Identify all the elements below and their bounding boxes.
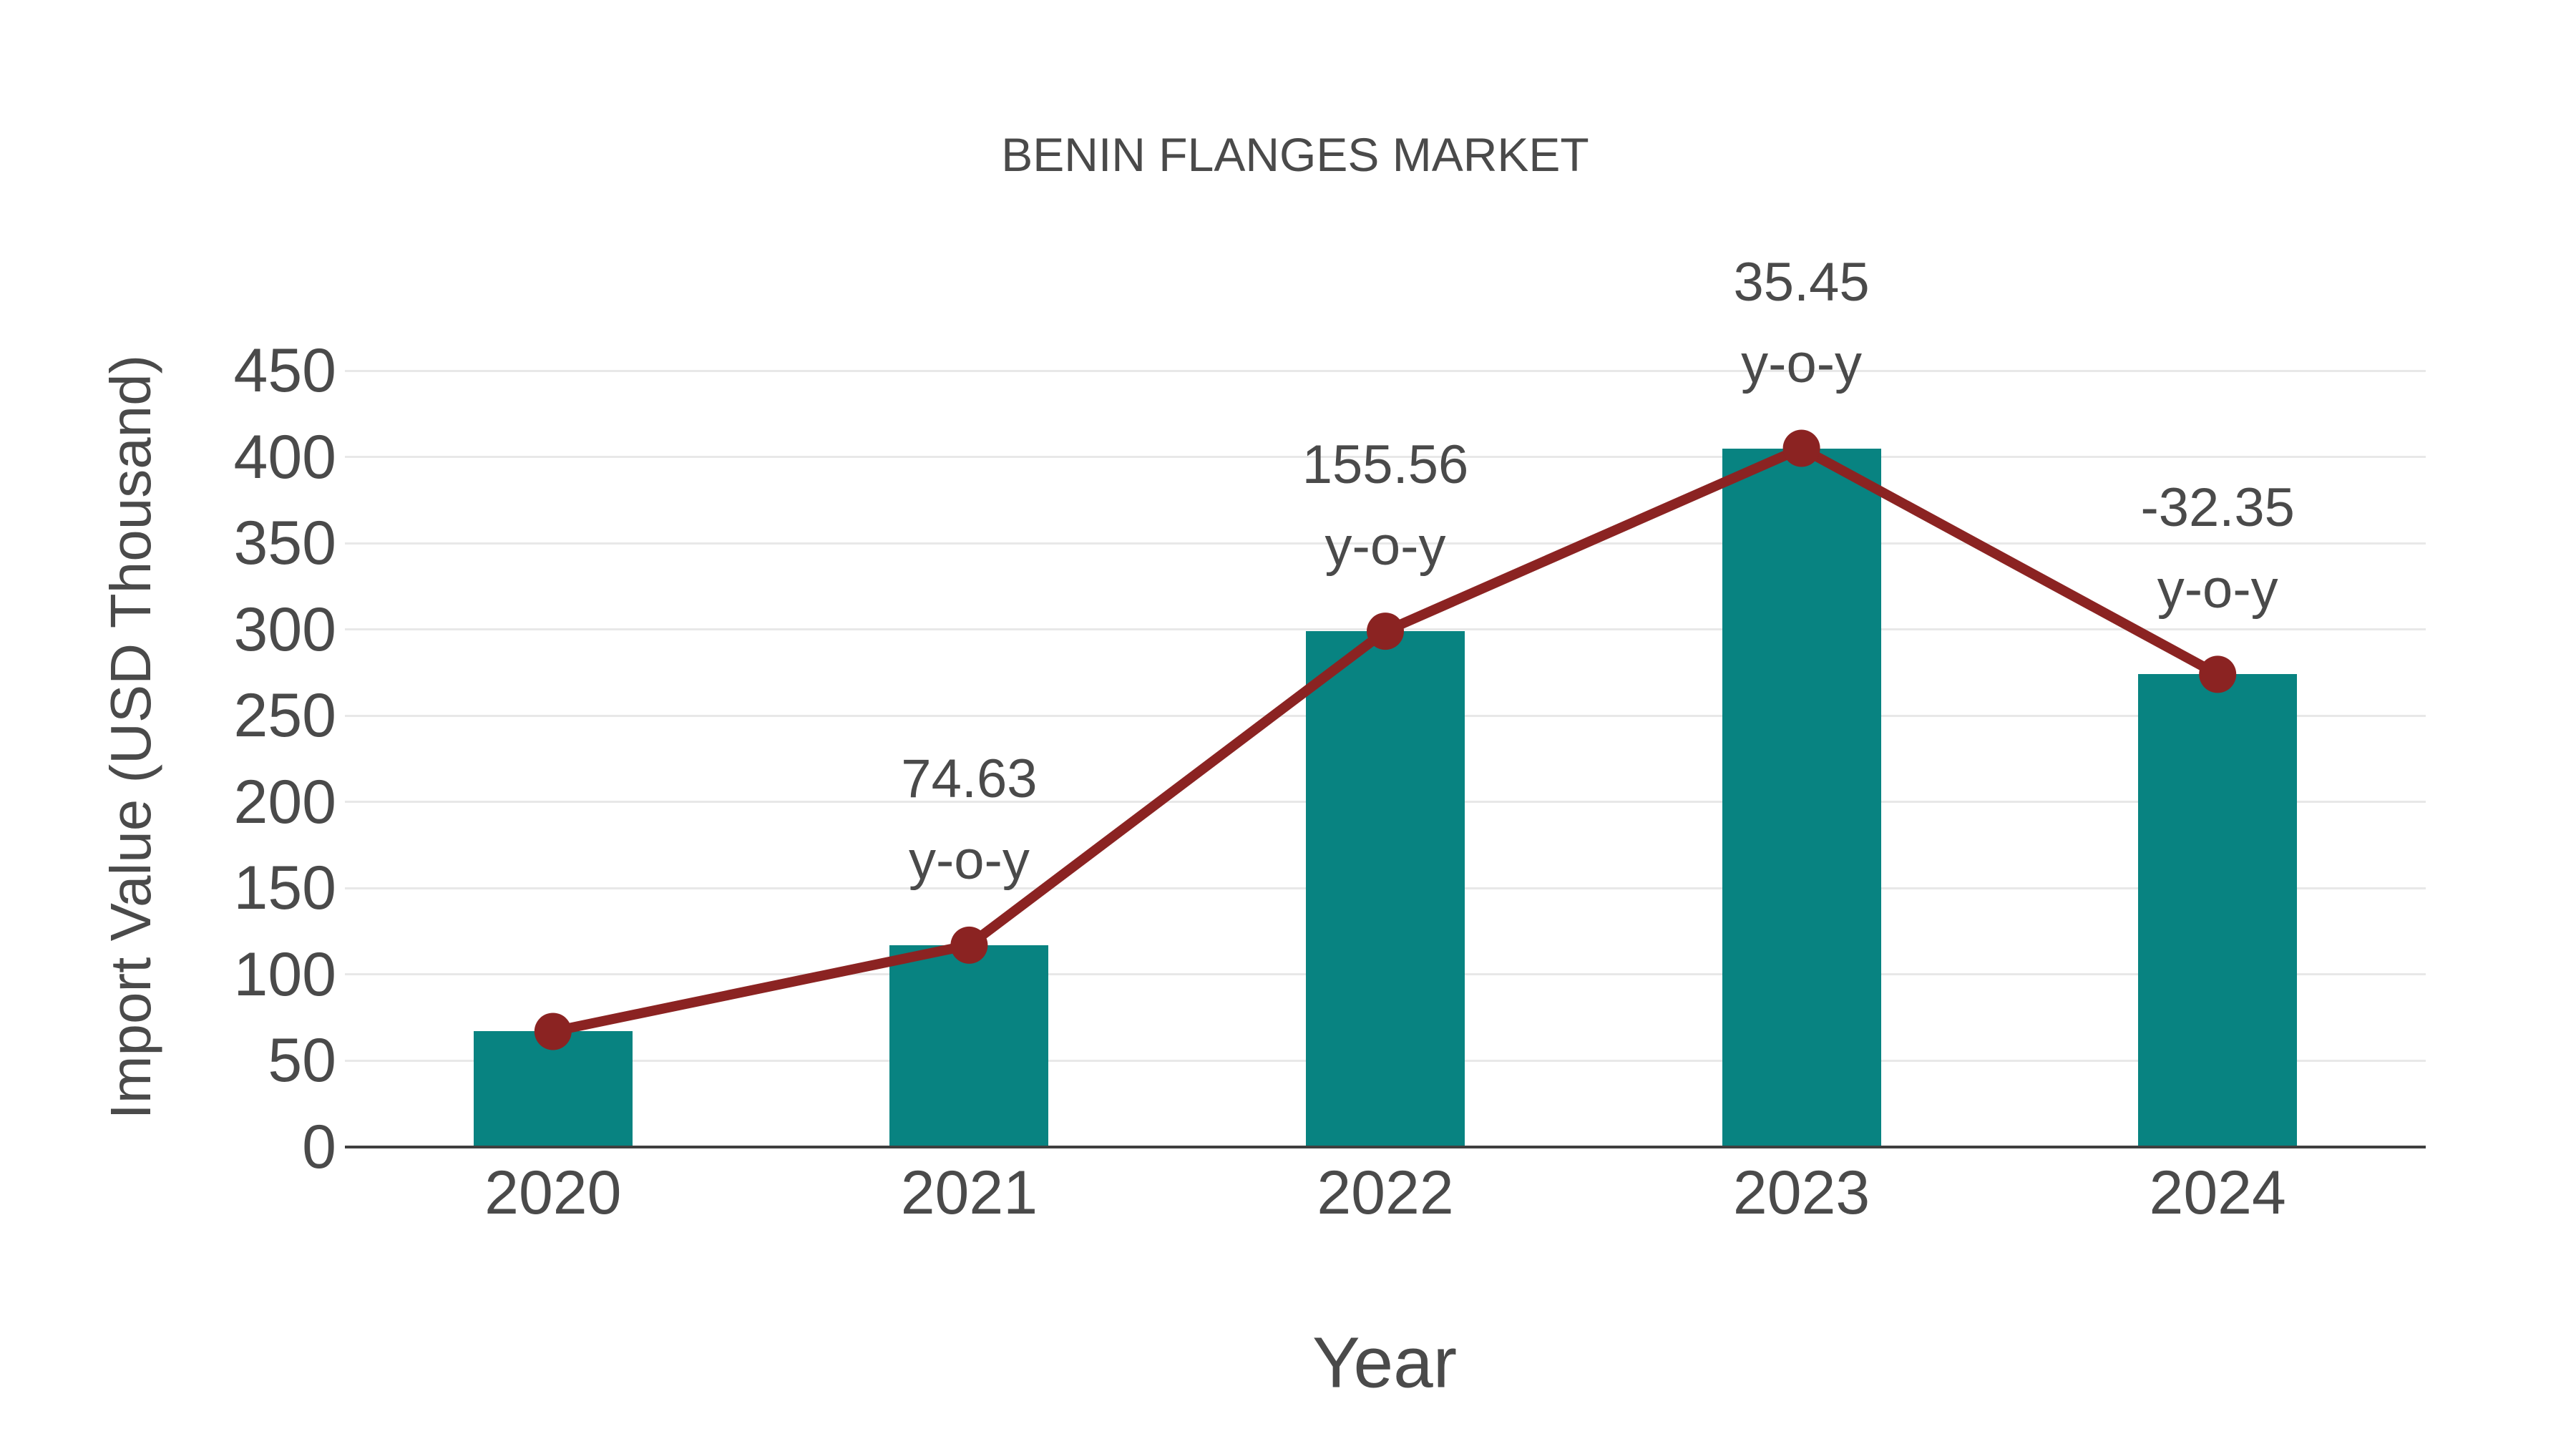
growth-label-value-2023: 35.45 bbox=[1733, 251, 1870, 313]
growth-label-value-2022: 155.56 bbox=[1302, 434, 1469, 496]
y-tick-400: 400 bbox=[233, 422, 337, 492]
growth-label-suffix-2023: y-o-y bbox=[1741, 333, 1863, 394]
x-tick-2021: 2021 bbox=[900, 1158, 1038, 1227]
x-tick-2024: 2024 bbox=[2149, 1158, 2286, 1227]
y-tick-450: 450 bbox=[233, 336, 337, 405]
y-tick-50: 50 bbox=[268, 1026, 336, 1096]
x-tick-2020: 2020 bbox=[484, 1158, 622, 1227]
growth-label-suffix-2024: y-o-y bbox=[2157, 559, 2278, 620]
y-tick-300: 300 bbox=[233, 595, 337, 664]
bar-2020 bbox=[473, 1031, 633, 1147]
growth-label-value-2021: 74.63 bbox=[901, 748, 1038, 809]
y-tick-150: 150 bbox=[233, 854, 337, 923]
bar-2024 bbox=[2138, 674, 2298, 1147]
y-tick-100: 100 bbox=[233, 940, 337, 1009]
bar-2022 bbox=[1306, 631, 1465, 1147]
gridline-450 bbox=[345, 369, 2426, 372]
growth-label-suffix-2022: y-o-y bbox=[1324, 516, 1446, 577]
y-tick-250: 250 bbox=[233, 681, 337, 751]
bar-2023 bbox=[1722, 448, 1881, 1147]
y-tick-350: 350 bbox=[233, 509, 337, 578]
y-tick-0: 0 bbox=[302, 1113, 336, 1181]
chart-title: BENIN FLANGES MARKET bbox=[1001, 128, 1589, 181]
growth-label-value-2024: -32.35 bbox=[2140, 477, 2295, 539]
x-axis-title: Year bbox=[1312, 1322, 1458, 1403]
y-tick-200: 200 bbox=[233, 767, 337, 836]
x-tick-2022: 2022 bbox=[1317, 1158, 1454, 1227]
growth-label-suffix-2021: y-o-y bbox=[908, 829, 1030, 891]
x-tick-2023: 2023 bbox=[1732, 1158, 1870, 1227]
bar-2021 bbox=[889, 945, 1049, 1147]
gridline-300 bbox=[345, 628, 2426, 631]
x-axis-line bbox=[345, 1146, 2426, 1148]
